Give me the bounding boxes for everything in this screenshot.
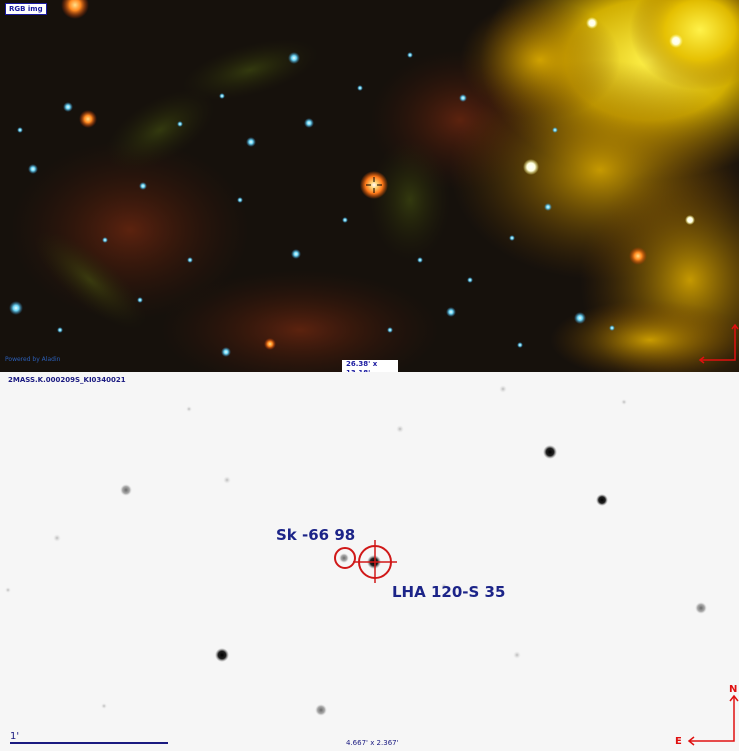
image-type-label: RGB img — [5, 3, 47, 15]
scale-bar-label: 1' — [10, 731, 20, 742]
rgb-image-panel[interactable]: RGB img Powered by Aladin 26.38' x 13.18… — [0, 0, 739, 372]
lha-120-s-35-marker[interactable] — [353, 540, 397, 583]
sk-66-98-label[interactable]: Sk -66 98 — [276, 526, 356, 544]
compass-east-label: E — [675, 736, 682, 747]
rgb-sky-image — [0, 0, 739, 372]
2mass-image-panel[interactable]: N E 2MASS.K.000209S_KI0340021 Sk -66 98 … — [0, 372, 739, 751]
blue-stars — [9, 52, 615, 357]
powered-by-label: Powered by Aladin — [5, 356, 61, 363]
compass-icon — [687, 694, 739, 746]
compass-north-label: N — [729, 684, 737, 695]
field-stars — [5, 385, 707, 716]
2mass-sky-image: N E — [0, 372, 739, 751]
field-size-top: 26.38' x 13.18' — [342, 360, 398, 372]
sk-66-98-marker[interactable] — [334, 547, 356, 569]
scale-bar — [10, 742, 168, 744]
target-star[interactable] — [360, 171, 388, 199]
survey-label: 2MASS.K.000209S_KI0340021 — [8, 376, 126, 384]
lha-120-s-35-label[interactable]: LHA 120-S 35 — [392, 583, 506, 601]
field-size-bottom: 4.667' x 2.367' — [346, 739, 399, 747]
compass-icon — [698, 323, 739, 364]
